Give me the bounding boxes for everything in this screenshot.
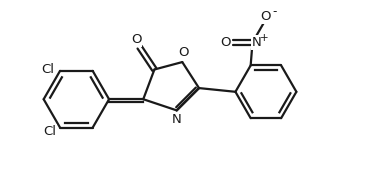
Text: -: - bbox=[273, 5, 277, 18]
Text: O: O bbox=[131, 33, 142, 46]
Text: O: O bbox=[178, 46, 188, 59]
Text: N: N bbox=[172, 113, 182, 126]
Text: O: O bbox=[260, 10, 271, 23]
Text: Cl: Cl bbox=[41, 62, 54, 75]
Text: +: + bbox=[260, 33, 269, 42]
Text: N: N bbox=[252, 36, 262, 49]
Text: O: O bbox=[221, 36, 231, 49]
Text: Cl: Cl bbox=[43, 125, 56, 138]
